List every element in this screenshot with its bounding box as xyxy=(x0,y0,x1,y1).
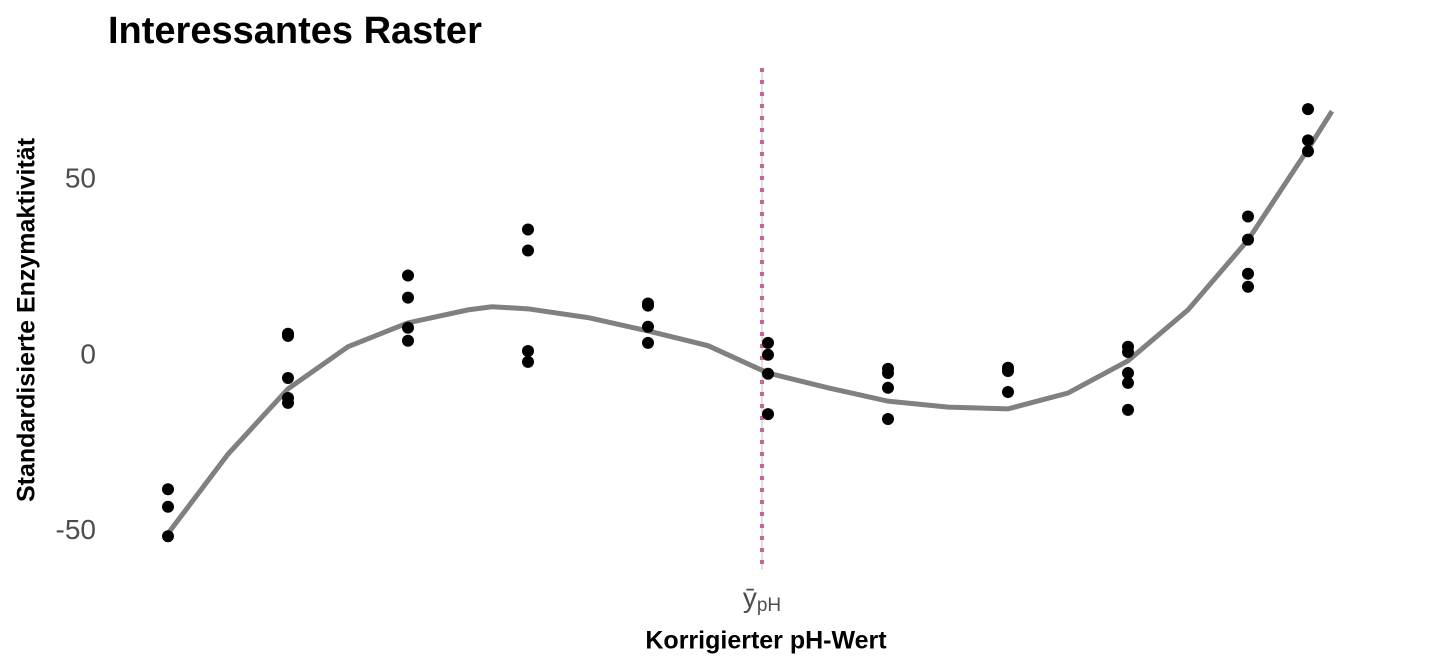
x-tick-symbol: ȳ xyxy=(743,582,757,613)
data-point xyxy=(1122,367,1134,380)
data-point xyxy=(1242,210,1254,223)
data-point xyxy=(402,334,414,347)
data-point xyxy=(1242,280,1254,293)
data-point xyxy=(282,396,294,409)
y-tick-label: -50 xyxy=(56,514,96,545)
data-point xyxy=(642,320,654,333)
data-point xyxy=(522,244,534,257)
data-point xyxy=(882,381,894,394)
data-point xyxy=(402,291,414,304)
data-point xyxy=(402,321,414,334)
data-point xyxy=(1302,134,1314,147)
fit-curve xyxy=(166,109,1335,535)
y-tick-label: 0 xyxy=(80,338,96,369)
data-point xyxy=(1302,103,1314,116)
data-point xyxy=(282,329,294,342)
data-point xyxy=(1242,267,1254,280)
data-point xyxy=(402,269,414,282)
data-point xyxy=(1002,386,1014,399)
data-point xyxy=(522,344,534,357)
data-point xyxy=(162,500,174,513)
y-tick-label: 50 xyxy=(65,163,96,194)
data-point xyxy=(1122,403,1134,416)
x-tick-subscript: pH xyxy=(757,595,781,616)
data-point xyxy=(762,367,774,380)
data-point xyxy=(642,299,654,312)
data-point xyxy=(1242,233,1254,246)
data-point xyxy=(162,530,174,543)
data-point xyxy=(1122,376,1134,389)
data-point xyxy=(1302,145,1314,158)
chart-title: Interessantes Raster xyxy=(108,10,482,52)
data-point xyxy=(882,367,894,380)
data-point xyxy=(642,336,654,349)
data-point xyxy=(762,336,774,349)
data-point xyxy=(1122,345,1134,358)
data-point xyxy=(522,355,534,368)
x-tick-label: ȳpH xyxy=(743,582,781,616)
y-axis-label: Standardisierte Enzymaktivität xyxy=(13,137,41,502)
data-point xyxy=(762,408,774,421)
data-point xyxy=(522,223,534,236)
data-point xyxy=(162,483,174,496)
data-point xyxy=(282,371,294,384)
x-axis-label: Korrigierter pH-Wert xyxy=(645,627,887,655)
data-point xyxy=(882,413,894,426)
data-point xyxy=(1002,364,1014,377)
data-point xyxy=(762,348,774,361)
